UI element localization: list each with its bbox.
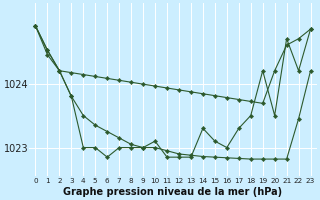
X-axis label: Graphe pression niveau de la mer (hPa): Graphe pression niveau de la mer (hPa) (63, 187, 283, 197)
